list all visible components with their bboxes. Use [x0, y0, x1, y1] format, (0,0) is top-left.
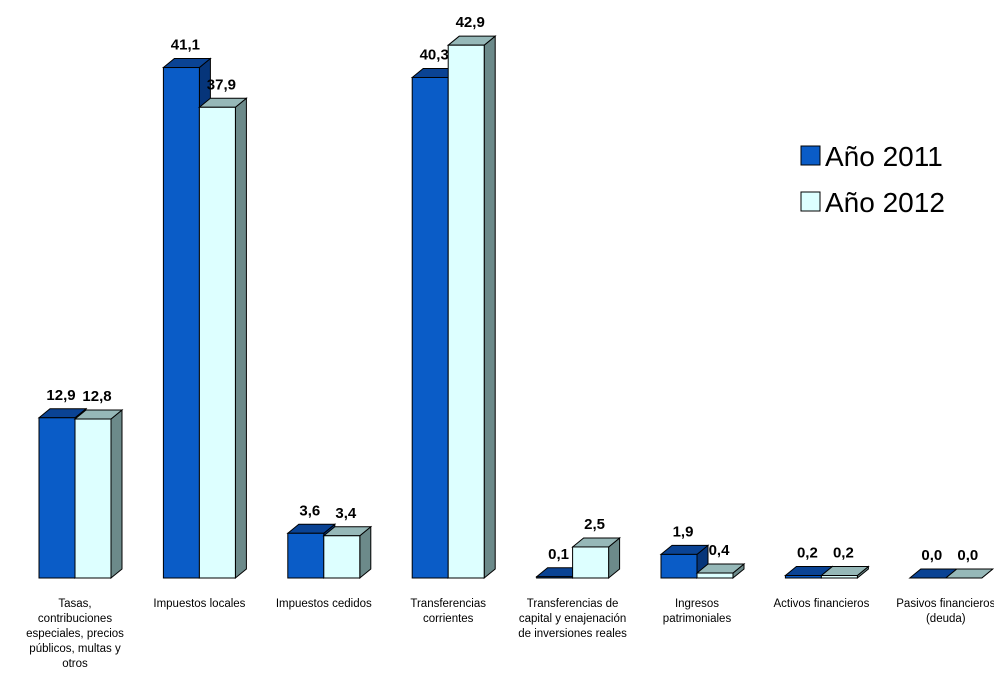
value-label-1-2: 3,6 — [299, 502, 320, 519]
bar-front — [74, 418, 112, 579]
legend-swatch-series-2 — [800, 191, 821, 212]
legend-label-series-1: Año 2011 — [825, 141, 943, 172]
bar-front — [820, 575, 858, 579]
category-label-1: Impuestos locales — [153, 598, 245, 610]
category-label-0: Tasas, contribuciones especiales, precios p… — [26, 598, 124, 670]
category-label-line: Tasas, — [58, 598, 91, 610]
category-label-line: (deuda) — [926, 613, 966, 625]
value-label-2-7: 0,0 — [957, 547, 978, 564]
value-label-2-1: 37,9 — [207, 76, 236, 93]
category-label-5: Ingresos patrimoniales — [663, 598, 732, 625]
category-label-7: Pasivos financieros (deuda) — [896, 598, 994, 625]
bar-front — [696, 572, 734, 579]
value-label-2-0: 12,8 — [82, 388, 111, 405]
bar-front — [660, 553, 698, 579]
value-label-1-1: 41,1 — [171, 37, 200, 54]
bar-side — [483, 35, 496, 580]
bar-2-7 — [944, 568, 994, 579]
value-label-1-6: 0,2 — [797, 545, 818, 562]
category-label-6: Activos financieros — [773, 598, 869, 610]
category-labels-layer: Tasas, contribuciones especiales, precios p… — [26, 598, 994, 670]
value-label-1-0: 12,9 — [46, 387, 75, 404]
category-label-line: Activos financieros — [773, 598, 869, 610]
bar-front — [38, 417, 76, 579]
bar-side — [234, 97, 247, 580]
category-label-line: corrientes — [423, 613, 474, 625]
category-label-line: otros — [62, 658, 88, 670]
bar-front — [572, 546, 610, 579]
category-label-line: de inversiones reales — [518, 628, 627, 640]
value-label-1-7: 0,0 — [921, 547, 942, 564]
value-label-2-4: 2,5 — [584, 516, 605, 533]
category-label-line: Transferencias — [410, 598, 486, 610]
bar-front — [287, 532, 325, 579]
bar-2-2 — [322, 525, 373, 580]
category-label-3: Transferencias corrientes — [410, 598, 486, 625]
bar-front — [536, 576, 574, 579]
value-label-2-3: 42,9 — [456, 14, 485, 31]
bar-top — [944, 568, 994, 579]
bar-2-6 — [819, 565, 870, 580]
value-label-2-5: 0,4 — [709, 542, 731, 559]
value-label-1-4: 0,1 — [548, 546, 569, 563]
bar-front — [198, 106, 236, 579]
category-label-line: capital y enajenación — [519, 613, 626, 625]
bar-2-3 — [446, 35, 497, 580]
category-label-line: Impuestos locales — [153, 598, 245, 610]
value-label-2-6: 0,2 — [833, 545, 854, 562]
legend: Año 2011 Año 2012 — [800, 141, 945, 218]
value-label-1-5: 1,9 — [673, 523, 694, 540]
bar-2-5 — [695, 562, 746, 580]
bar-2-4 — [571, 536, 622, 580]
bar-1-5 — [659, 544, 710, 580]
category-label-line: especiales, precios — [26, 628, 124, 640]
value-label-1-3: 40,3 — [420, 46, 449, 63]
value-label-2-2: 3,4 — [335, 505, 357, 522]
category-label-line: Pasivos financieros — [896, 598, 994, 610]
value-labels-layer: 12,9 12,8 41,1 37,9 3,6 3,4 40,3 42,9 0,1 2,5 1,9 0… — [46, 14, 978, 564]
category-label-line: patrimoniales — [663, 613, 732, 625]
bar-front — [411, 76, 449, 579]
legend-label-series-2: Año 2012 — [825, 187, 945, 218]
bar-2-0 — [73, 408, 124, 580]
bar-front — [162, 67, 200, 579]
category-label-line: Transferencias de — [527, 598, 619, 610]
bar-front — [784, 575, 822, 579]
bar-front — [323, 535, 361, 579]
category-label-line: contribuciones — [38, 613, 112, 625]
category-label-line: Impuestos cedidos — [276, 598, 372, 610]
bar-side — [110, 408, 123, 580]
bars-layer — [37, 35, 994, 580]
category-label-line: públicos, multas y — [29, 643, 121, 655]
bar-2-1 — [197, 97, 248, 580]
category-label-line: Ingresos — [675, 598, 719, 610]
legend-swatch-series-1 — [800, 145, 821, 166]
bar-front — [447, 44, 485, 579]
category-label-4: Transferencias de capital y enajenación de… — [518, 598, 627, 640]
category-label-2: Impuestos cedidos — [276, 598, 372, 610]
